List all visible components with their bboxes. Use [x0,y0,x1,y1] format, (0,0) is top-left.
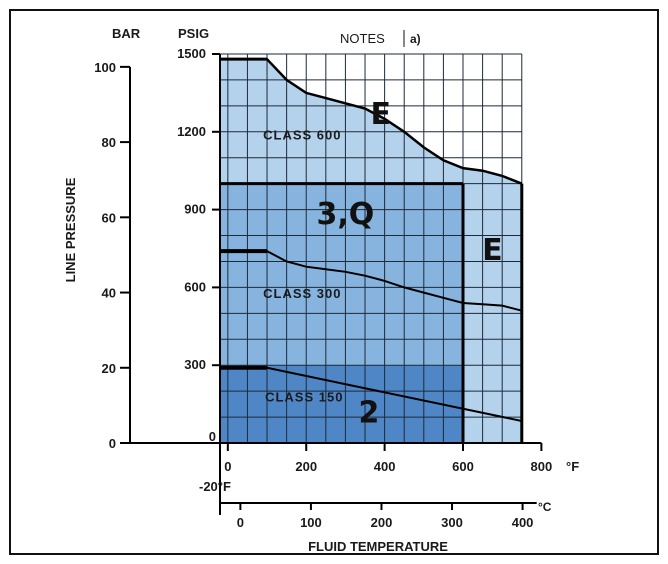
notes-label: NOTES [340,31,385,46]
bar-tick-label: 80 [102,135,116,150]
region-label: E [370,97,391,132]
c-tick-label: 0 [237,515,244,530]
f-tick-label: 0 [224,459,231,474]
psig-tick-label: 900 [184,202,206,217]
x-axis-label: FLUID TEMPERATURE [308,539,448,554]
y-axis-label: LINE PRESSURE [63,177,78,282]
region-label: 2 [358,395,379,430]
psig-tick-label: 1200 [177,124,206,139]
series-lines [220,57,523,422]
y-unit-bar: BAR [112,26,141,41]
f-tick-label: 200 [295,459,317,474]
region-borders [219,54,524,443]
psig-tick-label: 0 [209,429,216,444]
class-label: CLASS 150 [265,390,343,405]
labels: E 3,Q E 2 CLASS 600 CLASS 300 CLASS 150 [263,97,503,430]
bar-tick-label: 20 [102,361,116,376]
y-unit-psig: PSIG [178,26,209,41]
series-class-600 [220,57,523,185]
c-tick-label: 100 [300,515,322,530]
region-class-150-2 [220,365,463,443]
x-unit-c: °C [538,500,552,514]
bar-tick-label: 100 [94,60,116,75]
class-label: CLASS 300 [263,286,341,301]
x-min-label: -20°F [199,479,231,494]
psig-tick-label: 1500 [177,46,206,61]
c-tick-label: 400 [512,515,534,530]
f-tick-label: 800 [531,459,553,474]
bar-tick-label: 60 [102,210,116,225]
c-tick-label: 200 [371,515,393,530]
bar-tick-label: 40 [102,286,116,301]
region-label: 3,Q [317,197,375,232]
f-tick-label: 600 [452,459,474,474]
series-class-300 [220,250,523,312]
class-label: CLASS 600 [263,128,341,143]
c-tick-label: 300 [441,515,463,530]
x-unit-f: °F [566,459,579,474]
region-label: E [482,233,503,268]
f-tick-label: 400 [374,459,396,474]
bar-tick-label: 0 [109,436,116,451]
psig-tick-label: 300 [184,357,206,372]
psig-tick-label: 600 [184,279,206,294]
notes-ref: a) [410,32,421,46]
